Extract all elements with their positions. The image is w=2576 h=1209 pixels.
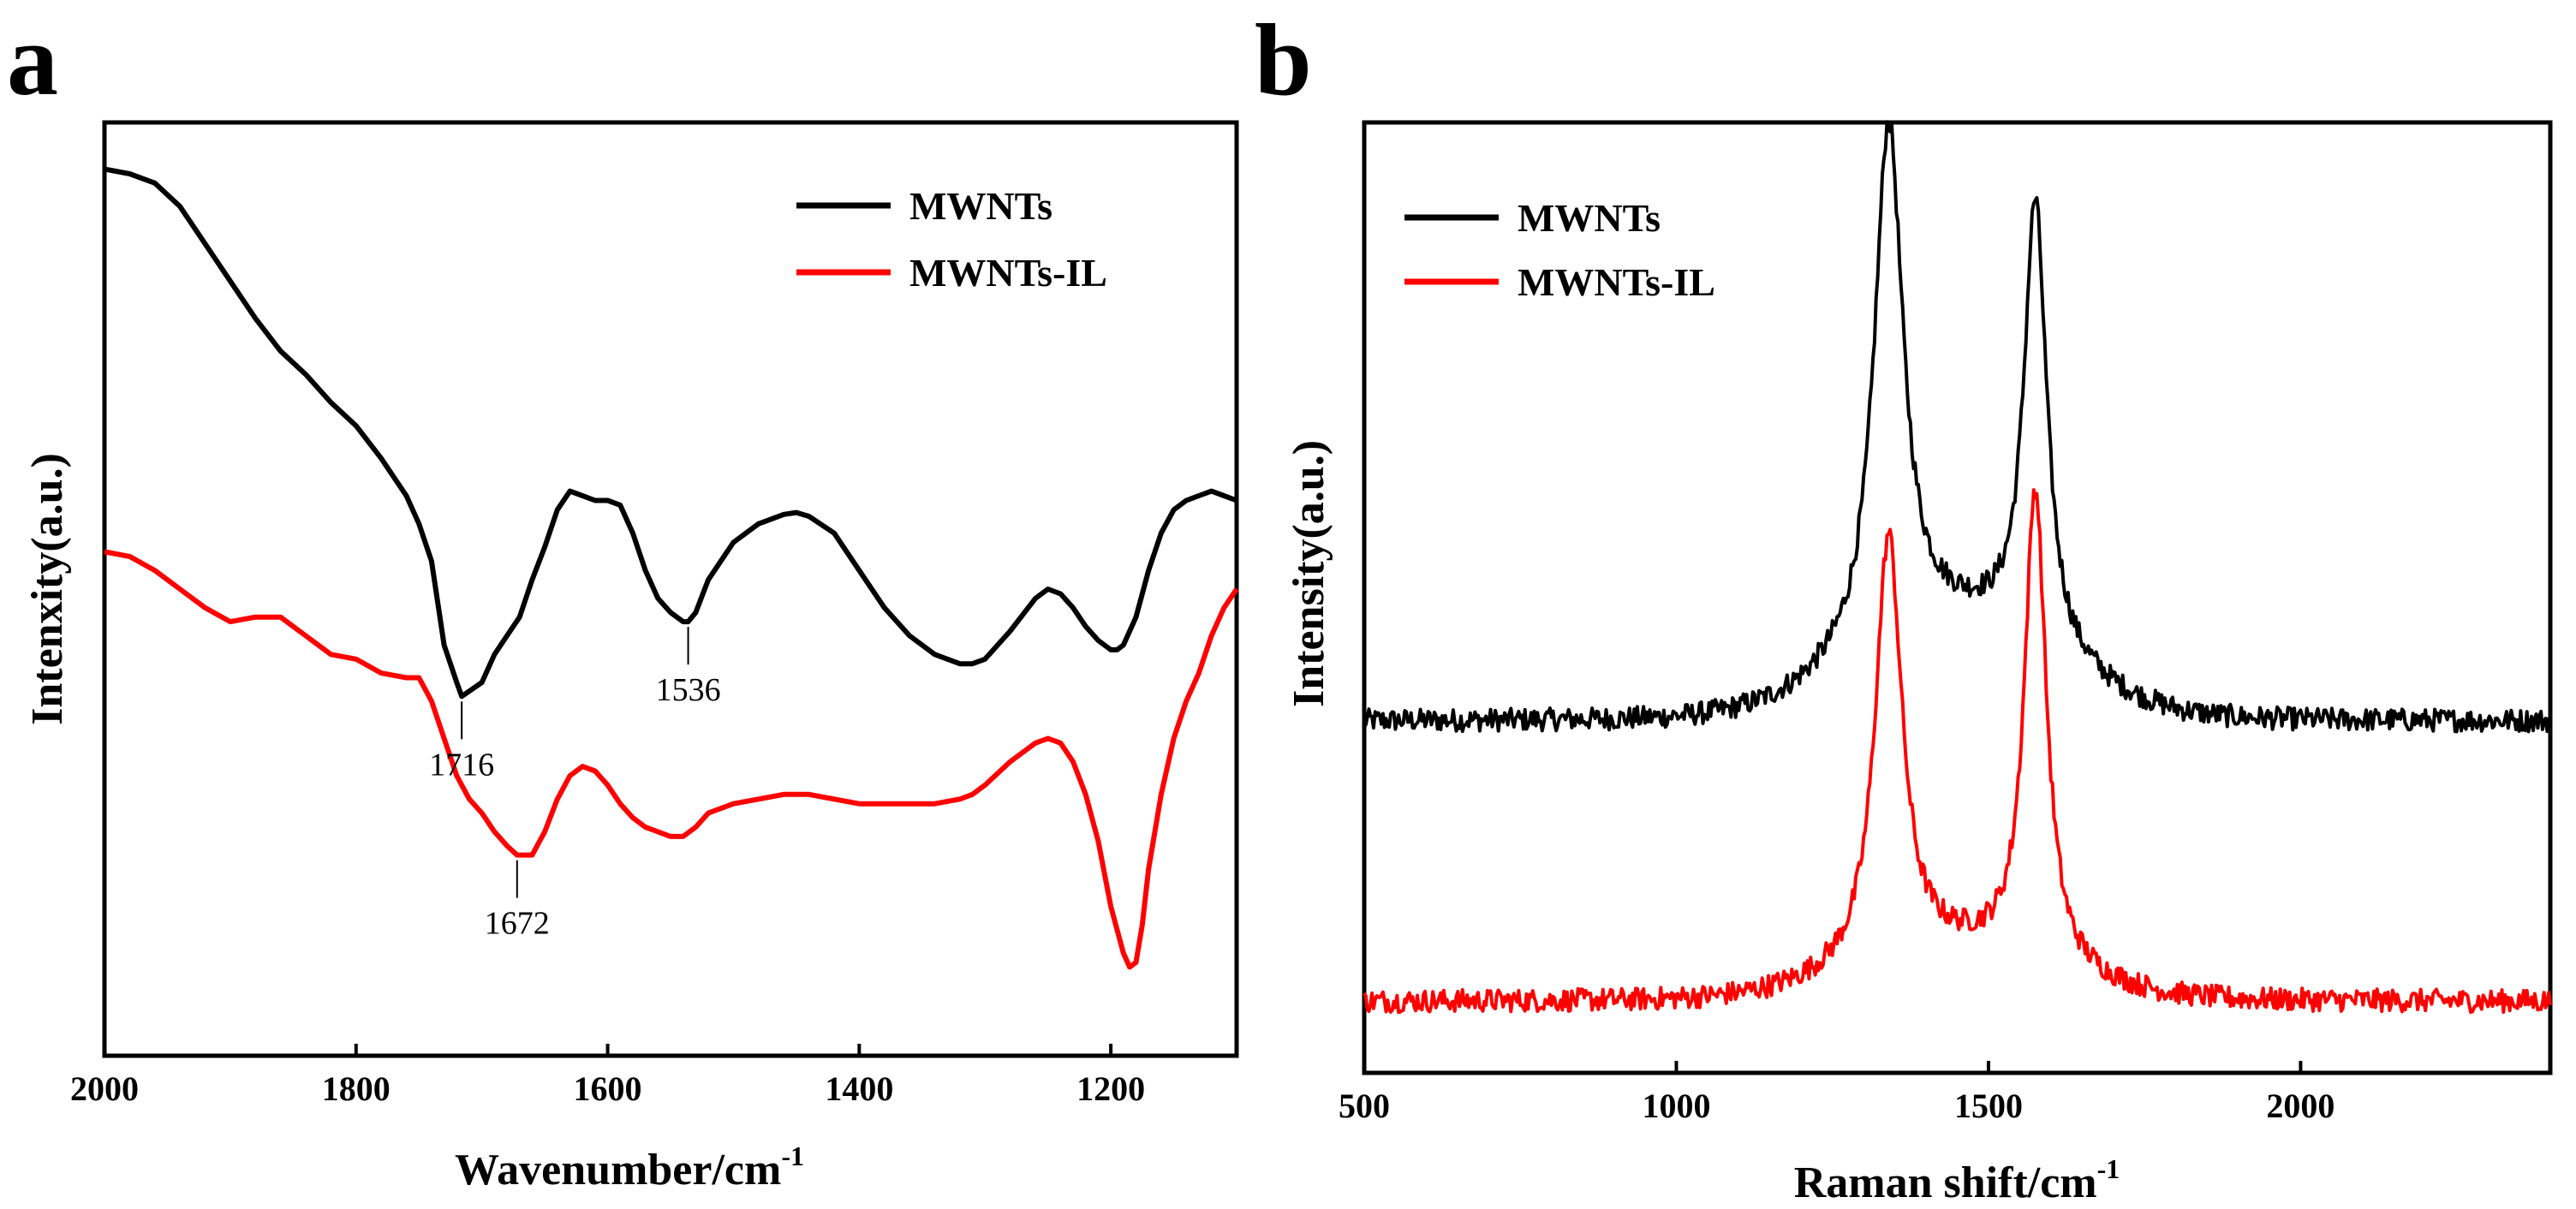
annotation-label-a-1672: 1672	[485, 906, 550, 942]
legend-b: MWNTs MWNTs-IL	[1404, 196, 1715, 304]
x-axis-label-a-text: Wavenumber/cm	[455, 1146, 781, 1194]
legend-a: MWNTs MWNTs-IL	[796, 184, 1107, 295]
x-tick-label-b-1000: 1000	[1642, 1087, 1710, 1125]
annotation-label-a-1536: 1536	[656, 672, 721, 708]
x-tick-label-b-2000: 2000	[2266, 1087, 2334, 1125]
x-ticks-b: 500 1000 1500 2000	[1339, 1061, 2334, 1125]
x-axis-label-b: Raman shift/cm-1	[1794, 1153, 2120, 1207]
panel-a-letter: a	[7, 3, 58, 116]
x-ticks-a: 2000 1800 1600 1400 1200	[70, 1044, 1145, 1108]
series-line-a-mwnts-il	[104, 549, 1239, 970]
x-axis-label-b-superscript: -1	[2097, 1153, 2120, 1184]
x-tick-label-a-1400: 1400	[825, 1069, 893, 1108]
y-axis-label-a: Intenxity(a.u.)	[23, 453, 72, 725]
series-line-b-mwnts-il	[1363, 488, 2552, 1015]
panel-a: a 2000 1800 1600 1400 1200 1716 1536 1672 MWNT…	[7, 3, 1239, 1194]
x-axis-label-a: Wavenumber/cm-1	[455, 1141, 804, 1194]
annotation-label-a-1716: 1716	[429, 747, 494, 783]
panel-b: b 500 1000 1500 2000 MWNTs MWNTs-IL Raman s…	[1255, 3, 2553, 1207]
y-axis-label-b: Intensity(a.u.)	[1285, 440, 1333, 707]
series-group-b	[1363, 120, 2552, 1015]
x-tick-label-a-1800: 1800	[322, 1069, 391, 1108]
annotations-a: 1716 1536 1672	[429, 627, 721, 942]
legend-label-mwnts-b: MWNTs	[1518, 196, 1661, 240]
legend-label-mwnts-il-b: MWNTs-IL	[1518, 260, 1715, 304]
x-tick-label-a-1600: 1600	[574, 1069, 642, 1108]
legend-label-mwnts-il-a: MWNTs-IL	[909, 251, 1107, 295]
legend-label-mwnts-a: MWNTs	[909, 184, 1052, 228]
x-tick-label-a-2000: 2000	[70, 1069, 139, 1108]
series-group-a	[104, 166, 1239, 970]
x-axis-label-a-superscript: -1	[781, 1141, 804, 1171]
x-tick-label-a-1200: 1200	[1076, 1069, 1145, 1108]
x-axis-label-b-text: Raman shift/cm	[1794, 1158, 2097, 1207]
x-tick-label-b-500: 500	[1339, 1087, 1390, 1125]
panel-b-letter: b	[1255, 3, 1312, 116]
series-line-a-mwnts	[104, 166, 1238, 700]
series-line-b-mwnts	[1363, 120, 2552, 734]
plot-frame-b	[1362, 120, 2553, 1075]
x-tick-label-b-1500: 1500	[1954, 1087, 2023, 1125]
